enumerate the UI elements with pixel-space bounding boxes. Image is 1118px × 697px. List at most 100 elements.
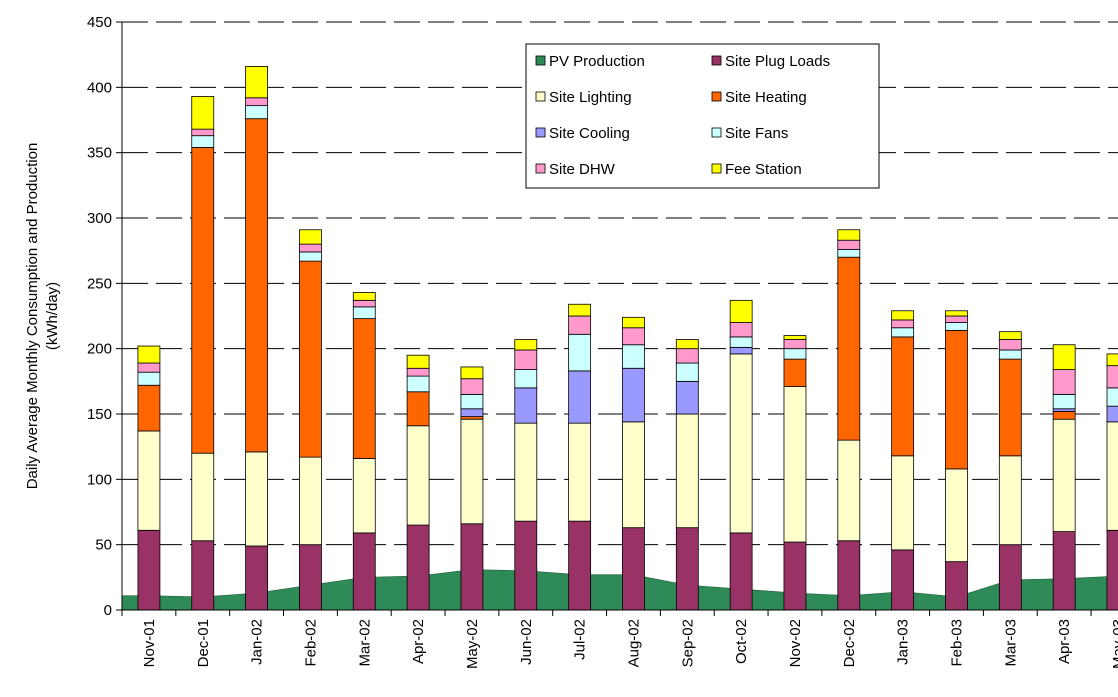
bar-segment (783, 339, 807, 350)
bar-segment (998, 455, 1022, 546)
area-pv-production (121, 569, 1118, 611)
bar-segment (191, 452, 215, 542)
bar-segment (514, 339, 538, 351)
bar-stack (1106, 353, 1118, 611)
bar-stack (783, 335, 807, 611)
bar-stack (299, 229, 322, 611)
x-tick-label: Mar-02 (356, 619, 373, 667)
legend-label: Fee Station (725, 161, 802, 178)
bar-segment (729, 532, 753, 611)
bar-segment (568, 520, 592, 611)
legend-swatch (711, 127, 722, 138)
y-axis-label: Daily Average Monthly Consumption and Pr… (24, 143, 61, 490)
legend-swatch (711, 163, 722, 174)
bar-segment (406, 354, 430, 369)
x-tick-label: Dec-02 (841, 619, 858, 667)
bar-stack (945, 310, 968, 611)
bar-segment (729, 299, 753, 323)
bar-segment (352, 458, 376, 534)
bar-segment (891, 319, 915, 329)
bar-stack (568, 303, 592, 611)
bar-segment (406, 391, 430, 427)
bar-segment (352, 292, 376, 301)
bar-segment (299, 243, 322, 253)
bar-stack (891, 310, 915, 611)
x-tick-label: Jan-02 (249, 619, 266, 665)
bar-segment (1052, 531, 1076, 611)
bar-stack (460, 366, 484, 611)
x-tick-label: Jul-02 (572, 619, 589, 660)
bar-segment (675, 348, 699, 364)
bar-segment (245, 105, 268, 120)
bar-segment (1106, 421, 1118, 531)
bar-segment (460, 523, 484, 611)
bar-segment (352, 532, 376, 611)
bar-segment (406, 375, 430, 393)
bar-segment (837, 540, 861, 611)
bar-segment (837, 256, 861, 441)
x-tick-label: Nov-02 (787, 619, 804, 667)
y-tick-label: 150 (87, 406, 112, 423)
bar-segment (245, 451, 268, 547)
bar-segment (891, 327, 915, 338)
bar-segment (729, 346, 753, 355)
bar-segment (460, 418, 484, 525)
bar-segment (299, 251, 322, 262)
bar-segment (514, 520, 538, 611)
y-axis-label-line: Daily Average Monthly Consumption and Pr… (24, 143, 41, 490)
bar-segment (998, 358, 1022, 457)
bar-segment (460, 378, 484, 395)
legend-box (525, 43, 880, 189)
bar-stack (837, 229, 861, 611)
bar-segment (622, 527, 645, 611)
x-tick-label: May-02 (464, 619, 481, 669)
bar-segment (245, 545, 268, 611)
bar-segment (568, 370, 592, 424)
x-tick-label: Apr-02 (410, 619, 427, 664)
bar-stack (1052, 344, 1076, 611)
bar-segment (783, 348, 807, 360)
legend-label: Site Cooling (549, 125, 630, 142)
y-tick-label: 350 (87, 145, 112, 162)
bar-segment (191, 540, 215, 611)
bar-segment (675, 527, 699, 611)
bar-segment (352, 306, 376, 320)
bar-segment (460, 366, 484, 380)
bar-segment (998, 349, 1022, 360)
bar-stack (675, 339, 699, 611)
bar-segment (675, 362, 699, 382)
bar-segment (568, 303, 592, 317)
x-tick-label: Apr-03 (1056, 619, 1073, 664)
bar-segment (945, 468, 968, 563)
bar-segment (1052, 344, 1076, 370)
x-tick-label: Jun-02 (518, 619, 535, 665)
bar-segment (299, 456, 322, 546)
bar-segment (137, 371, 161, 386)
bar-segment (1106, 365, 1118, 389)
bar-segment (1106, 387, 1118, 407)
bar-segment (245, 97, 268, 107)
bar-segment (945, 315, 968, 323)
bar-segment (299, 229, 322, 245)
bar-segment (137, 430, 161, 531)
pv-production-area (121, 569, 1118, 611)
bar-segment (1052, 393, 1076, 410)
x-tick-label: Feb-03 (948, 619, 965, 667)
bar-segment (514, 387, 538, 424)
bar-segment (675, 339, 699, 350)
bar-segment (568, 333, 592, 372)
legend-swatch (711, 55, 722, 66)
y-axis-label-line: (kWh/day) (44, 282, 61, 350)
bar-segment (299, 260, 322, 458)
bar-segment (514, 349, 538, 370)
bar-segment (568, 315, 592, 335)
axes: 0 50 100 150 200 250 300 350 400 450 Nov-01 Dec-01 J… (87, 14, 1118, 669)
bar-stack (191, 96, 215, 611)
y-tick-label: 0 (104, 602, 112, 619)
bar-segment (891, 336, 915, 457)
bar-stack (998, 331, 1022, 611)
x-tick-label: May-03 (1110, 619, 1118, 669)
bar-segment (891, 310, 915, 321)
bar-segment (460, 393, 484, 410)
y-tick-label: 400 (87, 79, 112, 96)
